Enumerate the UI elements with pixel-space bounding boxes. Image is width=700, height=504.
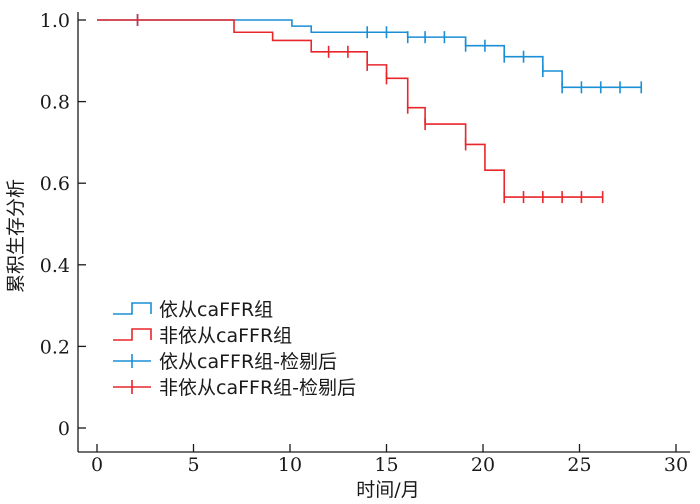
legend: 依从caFFR组非依从caFFR组依从caFFR组-检剔后非依从caFFR组-检… <box>113 299 356 399</box>
legend-label: 非依从caFFR组-检剔后 <box>159 377 356 399</box>
x-tick-label: 30 <box>664 454 688 476</box>
y-tick-label: 1.0 <box>40 10 70 32</box>
y-tick-label: 0.6 <box>40 173 70 195</box>
x-tick-label: 5 <box>187 454 199 476</box>
x-tick-label: 20 <box>471 454 495 476</box>
y-tick-label: 0.8 <box>40 92 70 114</box>
legend-symbol-step <box>113 328 152 341</box>
legend-symbol-step <box>113 302 152 315</box>
legend-label: 非依从caFFR组 <box>159 325 292 347</box>
x-tick-label: 25 <box>567 454 591 476</box>
x-tick-label: 10 <box>278 454 302 476</box>
survival-curve-0 <box>97 19 642 89</box>
axes: 0 5 10 15 20 25 30 0 0.2 0.4 0.6 0.8 1.0 <box>40 10 690 476</box>
y-tick-label: 0 <box>58 418 70 440</box>
x-tick-label: 0 <box>91 454 103 476</box>
x-axis-title: 时间/月 <box>356 479 419 501</box>
y-axis-title: 累积生存分析 <box>5 179 27 293</box>
y-tick-label: 0.4 <box>40 255 70 277</box>
legend-label: 依从caFFR组 <box>159 299 273 321</box>
legend-label: 依从caFFR组-检剔后 <box>159 351 337 373</box>
x-tick-label: 15 <box>374 454 398 476</box>
plot-area <box>97 14 643 204</box>
survival-curve-1 <box>97 19 603 198</box>
y-tick-label: 0.2 <box>40 336 70 358</box>
